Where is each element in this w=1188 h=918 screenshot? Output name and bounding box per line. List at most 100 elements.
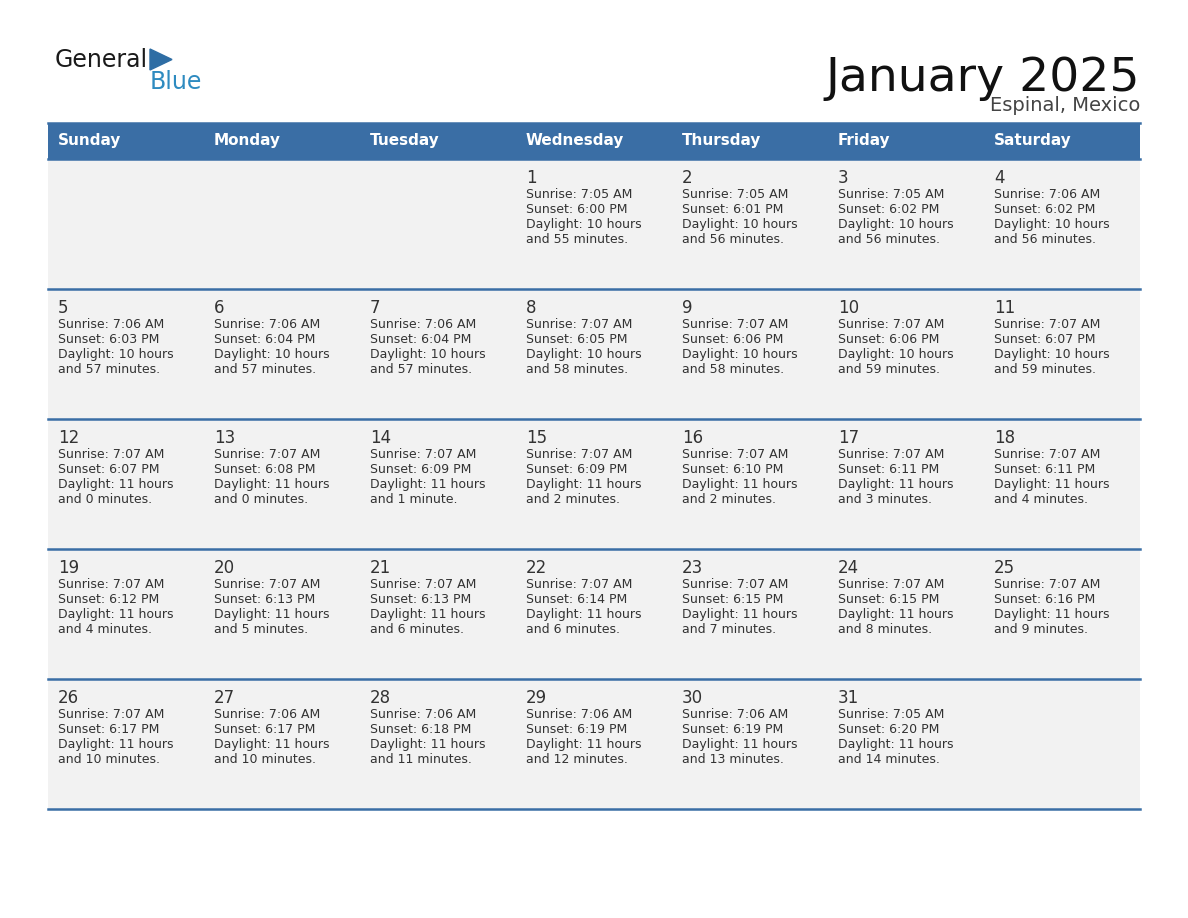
Bar bbox=[672, 419, 828, 549]
Text: 11: 11 bbox=[994, 299, 1016, 317]
Bar bbox=[828, 289, 984, 419]
Text: Daylight: 11 hours: Daylight: 11 hours bbox=[838, 608, 954, 621]
Bar bbox=[672, 679, 828, 809]
Text: Sunset: 6:04 PM: Sunset: 6:04 PM bbox=[214, 333, 315, 346]
Text: and 56 minutes.: and 56 minutes. bbox=[994, 233, 1097, 246]
Text: and 7 minutes.: and 7 minutes. bbox=[682, 623, 776, 636]
Text: Sunrise: 7:07 AM: Sunrise: 7:07 AM bbox=[58, 578, 164, 591]
Text: 10: 10 bbox=[838, 299, 859, 317]
Text: Daylight: 11 hours: Daylight: 11 hours bbox=[369, 738, 486, 751]
Text: Daylight: 10 hours: Daylight: 10 hours bbox=[682, 218, 797, 231]
Text: Tuesday: Tuesday bbox=[369, 133, 440, 149]
Text: Daylight: 10 hours: Daylight: 10 hours bbox=[838, 218, 954, 231]
Text: General: General bbox=[55, 48, 148, 72]
Bar bbox=[360, 549, 516, 679]
Text: 19: 19 bbox=[58, 559, 80, 577]
Bar bbox=[828, 123, 984, 159]
Bar bbox=[48, 159, 204, 289]
Text: Sunrise: 7:06 AM: Sunrise: 7:06 AM bbox=[58, 318, 164, 331]
Text: Monday: Monday bbox=[214, 133, 282, 149]
Text: Daylight: 11 hours: Daylight: 11 hours bbox=[214, 478, 329, 491]
Text: Daylight: 10 hours: Daylight: 10 hours bbox=[526, 348, 642, 361]
Bar bbox=[204, 549, 360, 679]
Text: Sunrise: 7:06 AM: Sunrise: 7:06 AM bbox=[214, 708, 321, 721]
Text: Daylight: 10 hours: Daylight: 10 hours bbox=[838, 348, 954, 361]
Text: Daylight: 10 hours: Daylight: 10 hours bbox=[526, 218, 642, 231]
Text: 24: 24 bbox=[838, 559, 859, 577]
Text: Saturday: Saturday bbox=[994, 133, 1072, 149]
Bar bbox=[828, 549, 984, 679]
Text: Sunset: 6:07 PM: Sunset: 6:07 PM bbox=[58, 463, 159, 476]
Text: Sunrise: 7:05 AM: Sunrise: 7:05 AM bbox=[682, 188, 789, 201]
Text: Sunrise: 7:07 AM: Sunrise: 7:07 AM bbox=[214, 448, 321, 461]
Text: Sunset: 6:02 PM: Sunset: 6:02 PM bbox=[838, 203, 940, 216]
Bar bbox=[672, 159, 828, 289]
Text: Sunrise: 7:05 AM: Sunrise: 7:05 AM bbox=[526, 188, 632, 201]
Text: Sunrise: 7:07 AM: Sunrise: 7:07 AM bbox=[838, 318, 944, 331]
Text: Sunrise: 7:06 AM: Sunrise: 7:06 AM bbox=[682, 708, 789, 721]
Text: 5: 5 bbox=[58, 299, 69, 317]
Bar bbox=[360, 123, 516, 159]
Text: Sunset: 6:06 PM: Sunset: 6:06 PM bbox=[682, 333, 783, 346]
Text: Daylight: 10 hours: Daylight: 10 hours bbox=[369, 348, 486, 361]
Text: Daylight: 10 hours: Daylight: 10 hours bbox=[214, 348, 329, 361]
Text: Sunrise: 7:07 AM: Sunrise: 7:07 AM bbox=[526, 448, 632, 461]
Bar bbox=[204, 289, 360, 419]
Text: 23: 23 bbox=[682, 559, 703, 577]
Text: and 59 minutes.: and 59 minutes. bbox=[994, 363, 1097, 376]
Text: and 57 minutes.: and 57 minutes. bbox=[214, 363, 316, 376]
Text: Sunset: 6:00 PM: Sunset: 6:00 PM bbox=[526, 203, 627, 216]
Text: Sunrise: 7:07 AM: Sunrise: 7:07 AM bbox=[58, 708, 164, 721]
Text: and 8 minutes.: and 8 minutes. bbox=[838, 623, 933, 636]
Text: and 1 minute.: and 1 minute. bbox=[369, 493, 457, 506]
Text: January 2025: January 2025 bbox=[826, 56, 1140, 101]
Text: Sunset: 6:02 PM: Sunset: 6:02 PM bbox=[994, 203, 1095, 216]
Text: Sunset: 6:11 PM: Sunset: 6:11 PM bbox=[838, 463, 940, 476]
Text: and 10 minutes.: and 10 minutes. bbox=[58, 753, 160, 766]
Text: Sunset: 6:17 PM: Sunset: 6:17 PM bbox=[58, 723, 159, 736]
Text: 15: 15 bbox=[526, 429, 548, 447]
Text: and 6 minutes.: and 6 minutes. bbox=[526, 623, 620, 636]
Text: and 13 minutes.: and 13 minutes. bbox=[682, 753, 784, 766]
Bar bbox=[516, 419, 672, 549]
Text: Daylight: 11 hours: Daylight: 11 hours bbox=[58, 478, 173, 491]
Text: 20: 20 bbox=[214, 559, 235, 577]
Text: and 55 minutes.: and 55 minutes. bbox=[526, 233, 628, 246]
Bar bbox=[984, 123, 1140, 159]
Text: Sunset: 6:13 PM: Sunset: 6:13 PM bbox=[369, 593, 472, 606]
Text: 6: 6 bbox=[214, 299, 225, 317]
Text: 18: 18 bbox=[994, 429, 1015, 447]
Text: Sunset: 6:19 PM: Sunset: 6:19 PM bbox=[682, 723, 783, 736]
Bar bbox=[360, 289, 516, 419]
Bar bbox=[204, 123, 360, 159]
Text: Daylight: 11 hours: Daylight: 11 hours bbox=[682, 608, 797, 621]
Text: Daylight: 11 hours: Daylight: 11 hours bbox=[994, 608, 1110, 621]
Bar bbox=[48, 123, 204, 159]
Text: Sunset: 6:05 PM: Sunset: 6:05 PM bbox=[526, 333, 627, 346]
Polygon shape bbox=[150, 49, 172, 70]
Text: and 58 minutes.: and 58 minutes. bbox=[526, 363, 628, 376]
Text: Sunset: 6:08 PM: Sunset: 6:08 PM bbox=[214, 463, 316, 476]
Text: Daylight: 11 hours: Daylight: 11 hours bbox=[682, 738, 797, 751]
Text: 8: 8 bbox=[526, 299, 537, 317]
Bar bbox=[984, 159, 1140, 289]
Text: Sunrise: 7:05 AM: Sunrise: 7:05 AM bbox=[838, 708, 944, 721]
Bar bbox=[828, 679, 984, 809]
Text: Daylight: 11 hours: Daylight: 11 hours bbox=[994, 478, 1110, 491]
Bar bbox=[984, 679, 1140, 809]
Text: and 0 minutes.: and 0 minutes. bbox=[58, 493, 152, 506]
Text: Sunrise: 7:07 AM: Sunrise: 7:07 AM bbox=[682, 448, 789, 461]
Text: Daylight: 11 hours: Daylight: 11 hours bbox=[682, 478, 797, 491]
Text: and 2 minutes.: and 2 minutes. bbox=[682, 493, 776, 506]
Text: Sunrise: 7:06 AM: Sunrise: 7:06 AM bbox=[994, 188, 1100, 201]
Text: Sunrise: 7:05 AM: Sunrise: 7:05 AM bbox=[838, 188, 944, 201]
Bar bbox=[672, 549, 828, 679]
Text: Sunrise: 7:06 AM: Sunrise: 7:06 AM bbox=[214, 318, 321, 331]
Text: Daylight: 11 hours: Daylight: 11 hours bbox=[526, 478, 642, 491]
Text: Sunset: 6:19 PM: Sunset: 6:19 PM bbox=[526, 723, 627, 736]
Text: Thursday: Thursday bbox=[682, 133, 762, 149]
Text: Daylight: 11 hours: Daylight: 11 hours bbox=[838, 738, 954, 751]
Text: and 11 minutes.: and 11 minutes. bbox=[369, 753, 472, 766]
Text: Sunrise: 7:06 AM: Sunrise: 7:06 AM bbox=[369, 708, 476, 721]
Text: and 6 minutes.: and 6 minutes. bbox=[369, 623, 465, 636]
